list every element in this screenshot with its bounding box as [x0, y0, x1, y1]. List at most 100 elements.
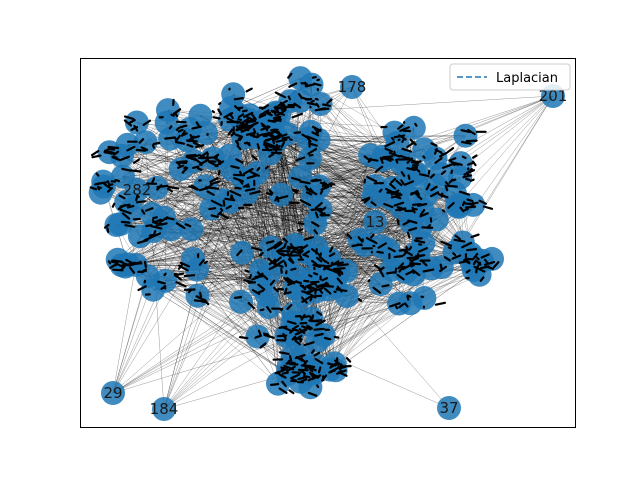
overlapping-label-ink [244, 269, 250, 273]
overlapping-label-ink [451, 254, 462, 260]
overlapping-label-ink [219, 207, 224, 212]
graph-edge [153, 289, 301, 382]
overlapping-label-ink [280, 325, 292, 332]
overlapping-label-ink [406, 231, 411, 239]
overlapping-label-ink [472, 252, 479, 260]
overlapping-label-ink [243, 279, 253, 284]
overlapping-label-ink [247, 119, 253, 124]
overlapping-label-ink [185, 155, 197, 161]
graph-edge [420, 95, 554, 228]
graph-edge [127, 196, 374, 265]
overlapping-label-ink [309, 368, 314, 373]
graph-edge [131, 127, 414, 211]
overlapping-label-ink [269, 279, 276, 286]
overlapping-label-ink [234, 105, 241, 112]
overlapping-label-ink [295, 156, 306, 162]
overlapping-label-ink [401, 263, 413, 271]
graph-node [152, 397, 176, 421]
overlapping-label-ink [174, 112, 179, 118]
overlapping-label-ink [334, 359, 344, 367]
overlapping-label-ink [484, 261, 496, 266]
overlapping-label-ink [199, 291, 203, 298]
overlapping-label-ink [281, 371, 289, 375]
graph-node [448, 165, 473, 190]
overlapping-label-ink [446, 147, 455, 153]
overlapping-label-ink [211, 110, 216, 114]
overlapping-label-ink [466, 248, 478, 252]
overlapping-label-ink [311, 221, 320, 228]
graph-edge [135, 132, 395, 266]
overlapping-label-ink [305, 191, 313, 196]
overlapping-label-ink [200, 151, 209, 158]
overlapping-label-ink [126, 145, 136, 152]
graph-edge [300, 77, 436, 159]
overlapping-label-ink [318, 288, 324, 294]
graph-edge [117, 159, 383, 260]
overlapping-label-ink [195, 295, 207, 302]
overlapping-label-ink [370, 201, 377, 207]
overlapping-label-ink [249, 190, 261, 195]
graph-edge [153, 231, 289, 375]
overlapping-label-ink [151, 177, 156, 184]
overlapping-label-ink [411, 206, 416, 214]
overlapping-label-ink [307, 377, 313, 382]
overlapping-label-ink [313, 82, 322, 87]
overlapping-label-ink [311, 314, 315, 320]
overlapping-label-ink [378, 188, 383, 193]
overlapping-label-ink [272, 133, 282, 140]
overlapping-label-ink [276, 109, 287, 117]
overlapping-label-ink [277, 195, 289, 200]
overlapping-label-ink [460, 140, 472, 145]
overlapping-label-ink [283, 242, 287, 248]
overlapping-label-ink [177, 164, 185, 169]
node-label: 184 [150, 400, 179, 418]
overlapping-label-ink [330, 365, 342, 373]
overlapping-label-ink [245, 131, 256, 136]
overlapping-label-ink [175, 222, 186, 230]
graph-edge [200, 115, 365, 246]
graph-edge [122, 176, 269, 308]
overlapping-label-ink [259, 251, 264, 257]
graph-node [368, 272, 393, 297]
graph-edge [424, 95, 554, 150]
overlapping-label-ink [107, 260, 112, 265]
overlapping-label-ink [163, 272, 167, 277]
graph-edge [277, 137, 374, 197]
overlapping-label-ink [216, 211, 223, 216]
overlapping-label-ink [258, 272, 264, 277]
overlapping-label-ink [264, 137, 274, 142]
overlapping-label-ink [374, 264, 382, 271]
overlapping-label-ink [230, 165, 240, 170]
overlapping-label-ink [167, 187, 173, 193]
overlapping-label-ink [309, 315, 313, 322]
overlapping-label-ink [273, 286, 279, 293]
overlapping-label-ink [278, 387, 288, 394]
overlapping-label-ink [452, 252, 457, 257]
node-label: 201 [539, 87, 568, 105]
overlapping-label-ink [417, 247, 428, 253]
overlapping-label-ink [357, 298, 363, 302]
overlapping-label-ink [112, 150, 120, 156]
graph-edge [153, 132, 395, 232]
overlapping-label-ink [422, 155, 426, 159]
overlapping-label-ink [408, 258, 414, 264]
overlapping-label-ink [314, 107, 326, 112]
overlapping-label-ink [308, 285, 317, 291]
overlapping-label-ink [430, 185, 438, 192]
overlapping-label-ink [280, 307, 284, 311]
overlapping-label-ink [135, 200, 146, 204]
overlapping-label-ink [183, 274, 196, 278]
overlapping-label-ink [239, 336, 249, 340]
graph-edge [117, 184, 406, 260]
graph-edge [456, 95, 554, 207]
overlapping-label-ink [179, 261, 190, 268]
overlapping-label-ink [386, 271, 396, 275]
overlapping-label-ink [306, 324, 313, 330]
overlapping-label-ink [306, 135, 318, 142]
overlapping-label-ink [351, 243, 363, 248]
overlapping-label-ink [329, 361, 338, 369]
graph-edge [122, 176, 412, 224]
overlapping-label-ink [272, 109, 277, 117]
overlapping-label-ink [458, 260, 467, 264]
